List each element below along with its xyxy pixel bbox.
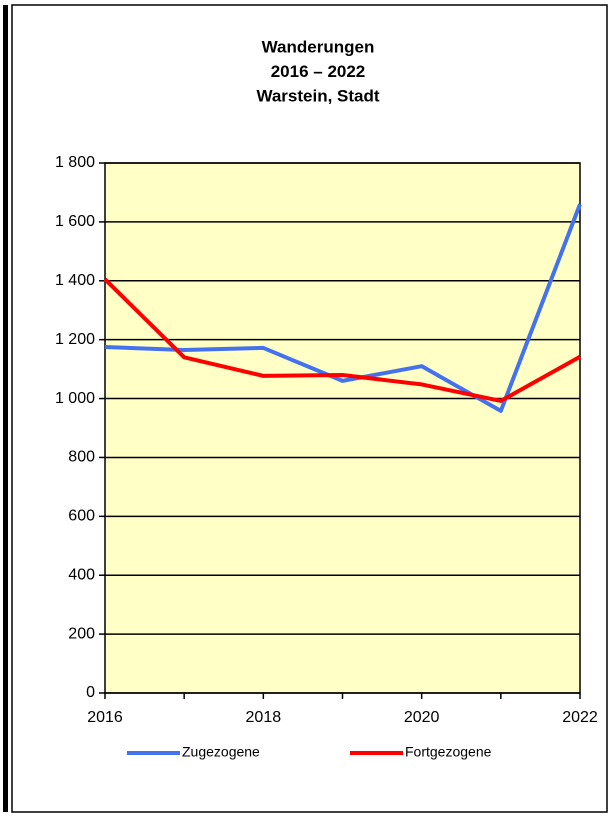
y-tick-label: 1 200 xyxy=(55,331,95,348)
legend-label: Fortgezogene xyxy=(405,744,492,760)
chart-title: Warstein, Stadt xyxy=(256,86,379,105)
y-tick-label: 800 xyxy=(68,449,95,466)
frame-edge xyxy=(3,5,8,812)
series-line xyxy=(103,277,581,403)
frame xyxy=(11,4,608,813)
y-tick-label: 1 400 xyxy=(55,272,95,289)
y-tick-label: 0 xyxy=(86,684,95,701)
x-tick-label: 2020 xyxy=(404,709,440,726)
y-tick-label: 1 800 xyxy=(55,154,95,171)
y-tick-label: 1 000 xyxy=(55,390,95,407)
x-tick-label: 2022 xyxy=(562,709,598,726)
y-tick-label: 1 600 xyxy=(55,213,95,230)
x-tick-label: 2016 xyxy=(87,709,123,726)
x-tick-label: 2018 xyxy=(246,709,282,726)
series-line xyxy=(104,203,582,413)
y-tick-label: 200 xyxy=(68,625,95,642)
y-tick-label: 600 xyxy=(68,508,95,525)
chart-title: 2016 – 2022 xyxy=(271,62,366,81)
chart-title: Wanderungen xyxy=(262,37,375,56)
legend-label: Zugezogene xyxy=(182,744,260,760)
plot-area xyxy=(104,162,581,694)
y-tick-label: 400 xyxy=(68,566,95,583)
